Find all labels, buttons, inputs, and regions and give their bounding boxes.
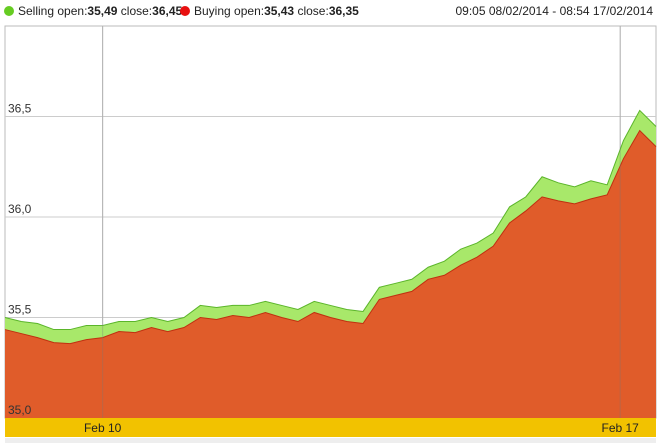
scrollbar bbox=[5, 438, 656, 443]
selling-close: 36,45 bbox=[152, 4, 183, 18]
y-tick-label: 36,5 bbox=[8, 101, 32, 115]
y-tick-label: 35,5 bbox=[8, 302, 32, 316]
y-tick-label: 35,0 bbox=[8, 403, 32, 417]
buying-dot-icon bbox=[180, 6, 190, 16]
time-axis-bar bbox=[5, 418, 656, 437]
selling-dot-icon bbox=[4, 6, 14, 16]
area-buying bbox=[5, 130, 656, 419]
buying-close-label: close: bbox=[297, 4, 329, 18]
legend-selling[interactable]: Selling open: 35,49 close: 36,45 bbox=[4, 4, 182, 18]
x-tick-label: Feb 10 bbox=[84, 421, 122, 435]
selling-open-label: open: bbox=[57, 4, 88, 18]
selling-close-label: close: bbox=[120, 4, 153, 18]
y-tick-label: 36,0 bbox=[8, 202, 32, 216]
legend-buying[interactable]: Buying open: 35,43 close: 36,35 bbox=[180, 4, 359, 18]
x-tick-label: Feb 17 bbox=[602, 421, 640, 435]
date-range: 09:05 08/02/2014 - 08:54 17/02/2014 bbox=[455, 4, 653, 18]
selling-open: 35,49 bbox=[87, 4, 118, 18]
selling-label: Selling bbox=[18, 4, 55, 18]
buying-close: 36,35 bbox=[328, 4, 359, 18]
buying-open-label: open: bbox=[234, 4, 265, 18]
buying-open: 35,43 bbox=[264, 4, 295, 18]
buying-label: Buying bbox=[194, 4, 231, 18]
